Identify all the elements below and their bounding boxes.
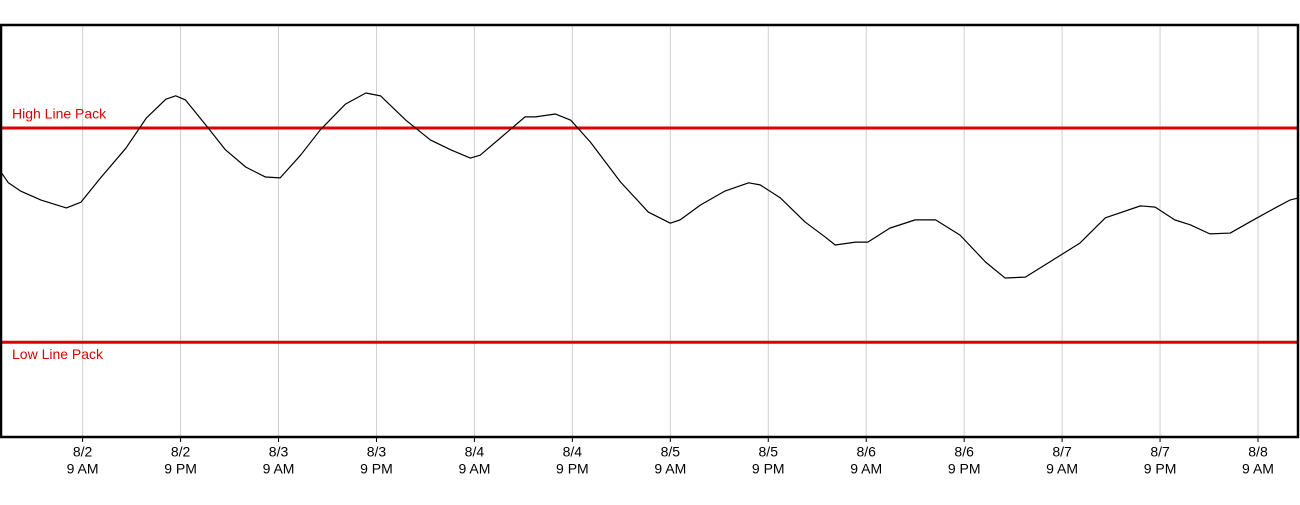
plot-border (0, 23, 1300, 439)
x-tick-label: 9 AM (263, 461, 295, 477)
x-tick-label: 8/4 (465, 444, 485, 460)
x-tick-label: 9 PM (948, 461, 981, 477)
x-tick-label: 8/8 (1248, 444, 1268, 460)
x-tick-label: 8/3 (367, 444, 387, 460)
x-tick-label: 8/3 (269, 444, 289, 460)
x-tick-label: 8/6 (856, 444, 876, 460)
x-tick-label: 8/2 (171, 444, 191, 460)
x-tick-label: 9 AM (654, 461, 686, 477)
x-tick-label: 9 PM (1144, 461, 1177, 477)
x-tick-label: 9 PM (556, 461, 589, 477)
reference-label: Low Line Pack (12, 346, 104, 362)
x-tick-label: 9 AM (67, 461, 99, 477)
x-tick-label: 9 PM (752, 461, 785, 477)
x-tick-label: 9 AM (850, 461, 882, 477)
x-tick-label: 9 AM (1046, 461, 1078, 477)
x-tick-label: 8/5 (759, 444, 779, 460)
x-tick-label: 9 AM (1242, 461, 1274, 477)
x-tick-label: 8/6 (954, 444, 974, 460)
x-tick-label: 8/5 (661, 444, 681, 460)
x-tick-label: 8/4 (563, 444, 583, 460)
x-tick-label: 8/2 (73, 444, 93, 460)
x-tick-label: 9 AM (458, 461, 490, 477)
reference-label: High Line Pack (12, 106, 107, 122)
x-tick-label: 8/7 (1052, 444, 1072, 460)
x-tick-label: 9 PM (360, 461, 393, 477)
data-line (0, 92, 1299, 279)
x-tick-label: 8/7 (1150, 444, 1170, 460)
x-tick-label: 9 PM (164, 461, 197, 477)
